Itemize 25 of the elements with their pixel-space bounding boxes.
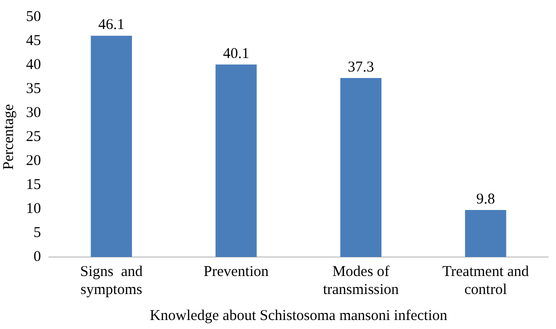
y-axis-title: Percentage (0, 104, 17, 170)
y-tick-label: 35 (26, 80, 41, 97)
x-tick-label: Prevention (204, 264, 270, 280)
data-label: 46.1 (98, 17, 124, 34)
x-tick-label: Treatment and control (442, 264, 530, 298)
x-tick-label: Modes of transmission (322, 264, 400, 298)
y-tick-label: 10 (26, 200, 41, 217)
y-tick-label: 20 (26, 152, 41, 169)
bar (216, 64, 257, 257)
y-tick-label: 45 (26, 32, 41, 49)
x-axis-title: Knowledge about Schistosoma mansoni infection (150, 308, 448, 324)
y-tick-label: 50 (26, 8, 41, 25)
data-label: 40.1 (223, 46, 250, 62)
data-label: 9.8 (476, 191, 495, 208)
y-tick-label: 30 (26, 104, 41, 121)
bar (90, 36, 132, 257)
bar (465, 210, 506, 257)
bar (340, 78, 382, 257)
x-tick-label: Signs and symptoms (80, 264, 144, 298)
y-tick-label: 0 (34, 248, 41, 265)
data-label: 37.3 (348, 59, 374, 76)
y-tick-label: 15 (26, 176, 41, 193)
y-tick-label: 40 (26, 56, 41, 73)
y-tick-label: 25 (26, 128, 41, 145)
y-tick-label: 5 (34, 224, 41, 241)
